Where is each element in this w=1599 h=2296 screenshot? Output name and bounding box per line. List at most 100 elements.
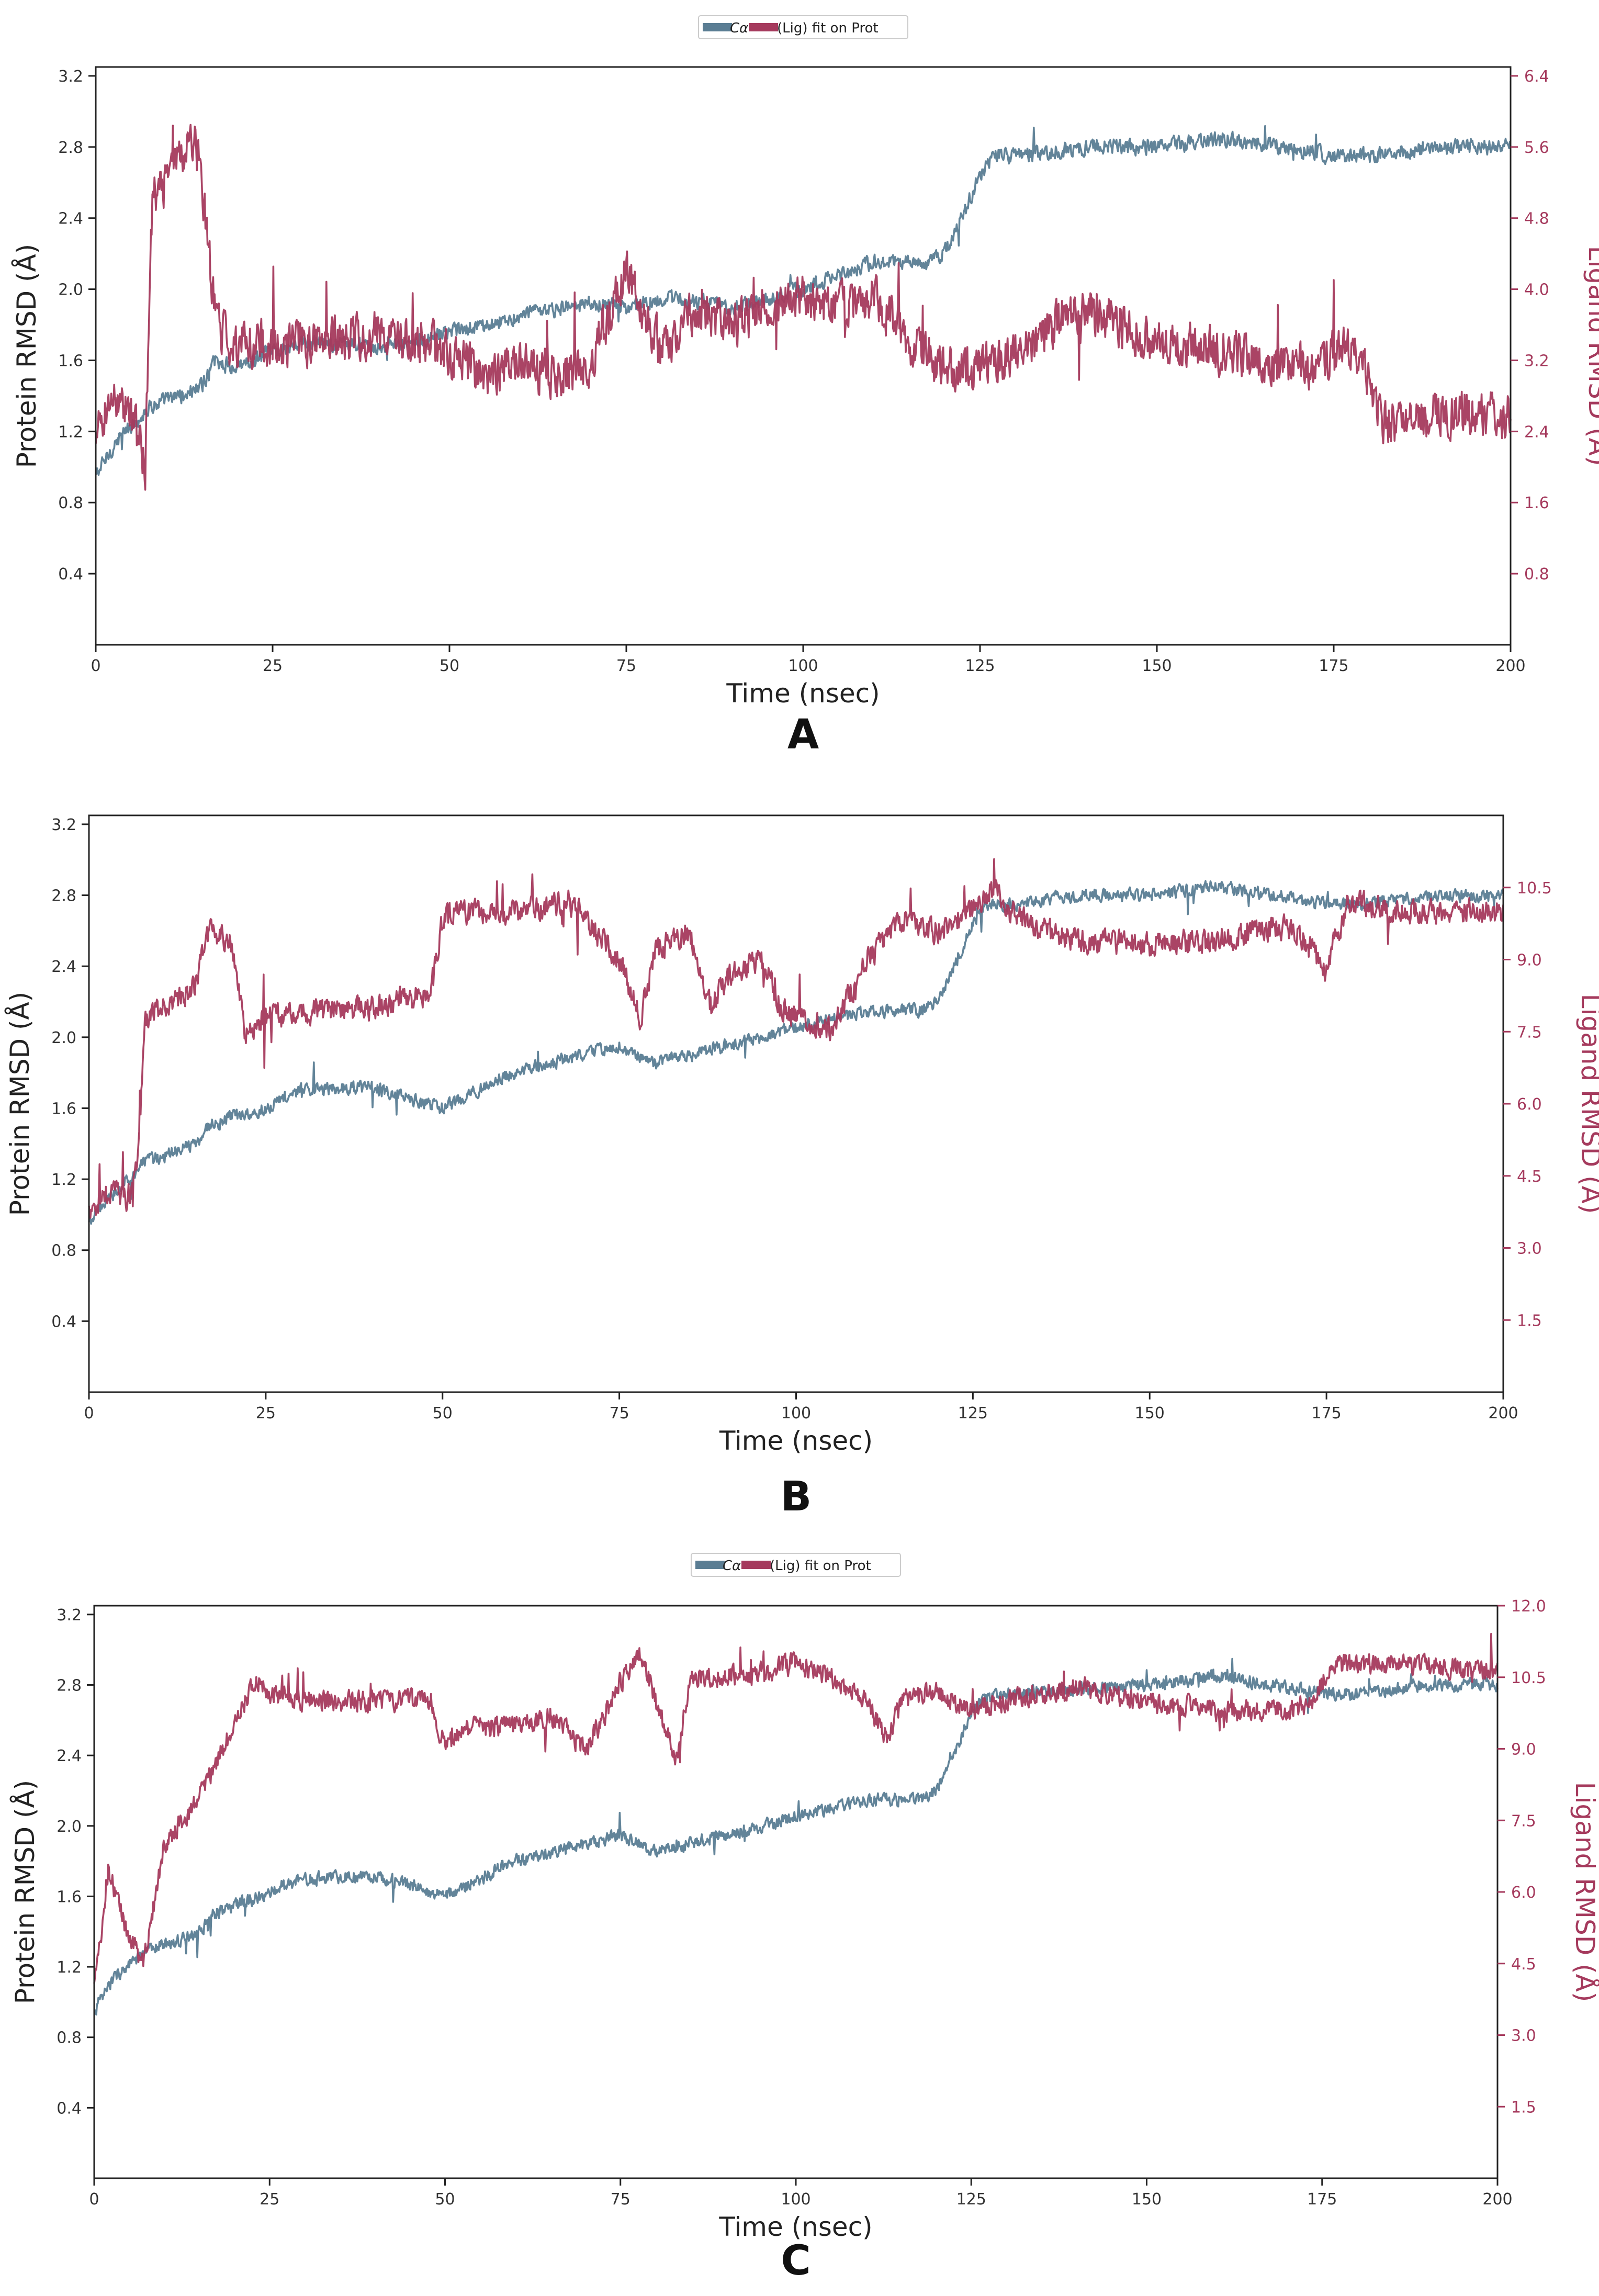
y-tick-label: 1.6 — [57, 1888, 82, 1906]
y-tick-label: 2.8 — [51, 887, 76, 905]
y2-tick-label: 12.0 — [1511, 1597, 1546, 1616]
x-tick-label: 25 — [263, 657, 283, 675]
y2-tick-label: 9.0 — [1517, 951, 1542, 970]
x-tick-label: 100 — [781, 1404, 811, 1423]
panel-label: A — [787, 711, 819, 758]
y2-tick-label: 9.0 — [1511, 1741, 1536, 1759]
y-tick-label: 0.4 — [57, 2099, 82, 2118]
series-line-protein-calpha — [93, 1657, 1499, 2016]
x-tick-label: 200 — [1488, 1404, 1518, 1423]
y-tick-label: 2.0 — [57, 1818, 82, 1836]
x-tick-label: 125 — [958, 1404, 988, 1423]
y2-tick-label: 6.4 — [1524, 68, 1549, 86]
legend-swatch-protein — [695, 1561, 725, 1569]
y2-tick-label: 7.5 — [1511, 1812, 1536, 1830]
series-line-ligand-fit-on-prot — [88, 858, 1504, 1219]
series-line-protein-calpha — [88, 880, 1504, 1225]
series-line-protein-calpha — [95, 125, 1512, 476]
x-tick-label: 0 — [84, 1404, 94, 1423]
y-tick-label: 3.2 — [58, 68, 83, 86]
y-tick-label: 2.8 — [57, 1676, 82, 1695]
y-tick-label: 1.2 — [58, 423, 83, 441]
y2-tick-label: 1.5 — [1517, 1312, 1542, 1330]
y-tick-label: 0.4 — [58, 565, 83, 584]
x-axis-label: Time (nsec) — [718, 2212, 872, 2242]
legend-swatch-protein — [703, 23, 732, 31]
x-tick-label: 100 — [788, 657, 818, 675]
y2-tick-label: 4.8 — [1524, 210, 1549, 228]
series-group — [93, 1632, 1499, 2016]
x-tick-label: 50 — [440, 657, 459, 675]
y2-tick-label: 4.5 — [1517, 1168, 1542, 1186]
x-tick-label: 150 — [1142, 657, 1172, 675]
x-tick-label: 175 — [1319, 657, 1348, 675]
x-axis-label: Time (nsec) — [726, 678, 880, 709]
y2-tick-label: 10.5 — [1517, 879, 1552, 898]
chart-panel-a: 0 25 50 75 100 125 150 175 200 0.4 0.8 1.2 1.6 2.0 2.4… — [12, 15, 1599, 758]
chart-legend: Cα (Lig) fit on Prot — [691, 1553, 901, 1577]
series-group — [88, 858, 1504, 1225]
x-tick-label: 200 — [1495, 657, 1525, 675]
y2-axis-label: Ligand RMSD (Å) — [1583, 246, 1599, 466]
y-tick-label: 2.4 — [58, 210, 83, 228]
x-axis-label: Time (nsec) — [719, 1426, 873, 1456]
x-tick-label: 100 — [781, 2190, 810, 2209]
y-axis-label: Protein RMSD (Å) — [12, 244, 42, 468]
panel-label: B — [781, 1473, 812, 1520]
y2-axis-label: Ligand RMSD (Å) — [1570, 1782, 1599, 2002]
x-tick-label: 175 — [1307, 2190, 1337, 2209]
y-tick-label: 0.8 — [58, 494, 83, 512]
x-tick-label: 75 — [610, 1404, 629, 1423]
y-tick-label: 1.2 — [57, 1958, 82, 1977]
y-tick-label: 2.4 — [57, 1747, 82, 1765]
y-tick-label: 0.8 — [51, 1242, 76, 1260]
y-tick-label: 0.8 — [57, 2029, 82, 2047]
legend-label-protein: Cα — [723, 1558, 741, 1574]
x-tick-label: 75 — [616, 657, 636, 675]
y-tick-label: 1.2 — [51, 1171, 76, 1189]
legend-frame — [698, 15, 908, 39]
x-tick-label: 175 — [1311, 1404, 1341, 1423]
x-tick-label: 150 — [1132, 2190, 1162, 2209]
chart-panel-b: 0 25 50 75 100 125 150 175 200 0.4 0.8 1.2 1.6 2.0 2.4… — [5, 814, 1599, 1520]
legend-label-ligand: (Lig) fit on Prot — [777, 20, 879, 36]
y2-tick-label: 2.4 — [1524, 423, 1549, 441]
y-tick-label: 0.4 — [51, 1313, 76, 1331]
y2-tick-label: 3.0 — [1517, 1240, 1542, 1258]
y2-tick-label: 7.5 — [1517, 1023, 1542, 1041]
y2-tick-label: 6.0 — [1511, 1884, 1536, 1902]
x-tick-label: 50 — [433, 1404, 453, 1423]
series-line-ligand-fit-on-prot — [95, 124, 1512, 491]
y-tick-label: 2.8 — [58, 139, 83, 157]
y-tick-label: 2.0 — [58, 281, 83, 299]
y2-tick-label: 5.6 — [1524, 139, 1549, 157]
y2-axis-label: Ligand RMSD (Å) — [1575, 994, 1599, 1214]
y-tick-label: 1.6 — [51, 1100, 76, 1118]
plot-frame — [88, 814, 1504, 1393]
y-tick-label: 3.2 — [51, 816, 76, 834]
x-tick-label: 0 — [91, 657, 100, 675]
legend-label-protein: Cα — [730, 20, 748, 36]
x-tick-label: 75 — [611, 2190, 630, 2209]
y2-tick-label: 0.8 — [1524, 565, 1549, 584]
y-tick-label: 2.0 — [51, 1029, 76, 1047]
series-line-ligand-fit-on-prot — [93, 1632, 1499, 1984]
y2-tick-label: 3.0 — [1511, 2027, 1536, 2045]
y-tick-label: 2.4 — [51, 958, 76, 976]
x-tick-label: 125 — [956, 2190, 986, 2209]
y-tick-label: 3.2 — [57, 1606, 82, 1625]
series-group — [95, 124, 1512, 491]
legend-swatch-ligand — [741, 1561, 771, 1569]
y2-tick-label: 1.6 — [1524, 494, 1549, 512]
legend-label-ligand: (Lig) fit on Prot — [770, 1558, 871, 1574]
x-tick-label: 150 — [1135, 1404, 1165, 1423]
y2-tick-label: 4.0 — [1524, 281, 1549, 299]
x-tick-label: 25 — [256, 1404, 276, 1423]
y2-tick-label: 10.5 — [1511, 1669, 1546, 1687]
y2-tick-label: 4.5 — [1511, 1955, 1536, 1974]
y-axis-label: Protein RMSD (Å) — [5, 992, 35, 1216]
legend-frame — [691, 1553, 901, 1577]
chart-legend: Cα (Lig) fit on Prot — [698, 15, 908, 39]
x-tick-label: 50 — [435, 2190, 455, 2209]
